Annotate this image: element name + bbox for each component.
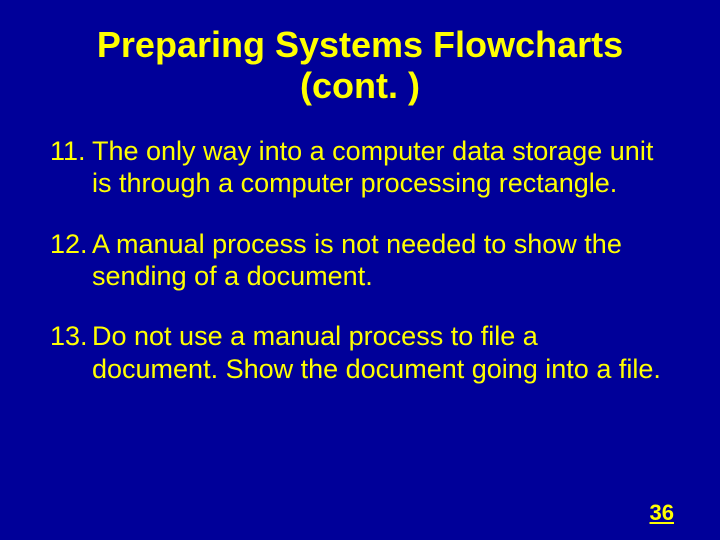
list-item: 13. Do not use a manual process to file …: [50, 320, 670, 385]
list-number: 11.: [50, 135, 92, 200]
list-text: A manual process is not needed to show t…: [92, 228, 670, 293]
list-number: 13.: [50, 320, 92, 385]
list-text: The only way into a computer data storag…: [92, 135, 670, 200]
slide-container: Preparing Systems Flowcharts (cont. ) 11…: [0, 0, 720, 540]
list-number: 12.: [50, 228, 92, 293]
list-item: 11. The only way into a computer data st…: [50, 135, 670, 200]
list-item: 12. A manual process is not needed to sh…: [50, 228, 670, 293]
page-number: 36: [650, 500, 674, 526]
list-text: Do not use a manual process to file a do…: [92, 320, 670, 385]
slide-title: Preparing Systems Flowcharts (cont. ): [50, 24, 670, 107]
bullet-list: 11. The only way into a computer data st…: [50, 135, 670, 385]
